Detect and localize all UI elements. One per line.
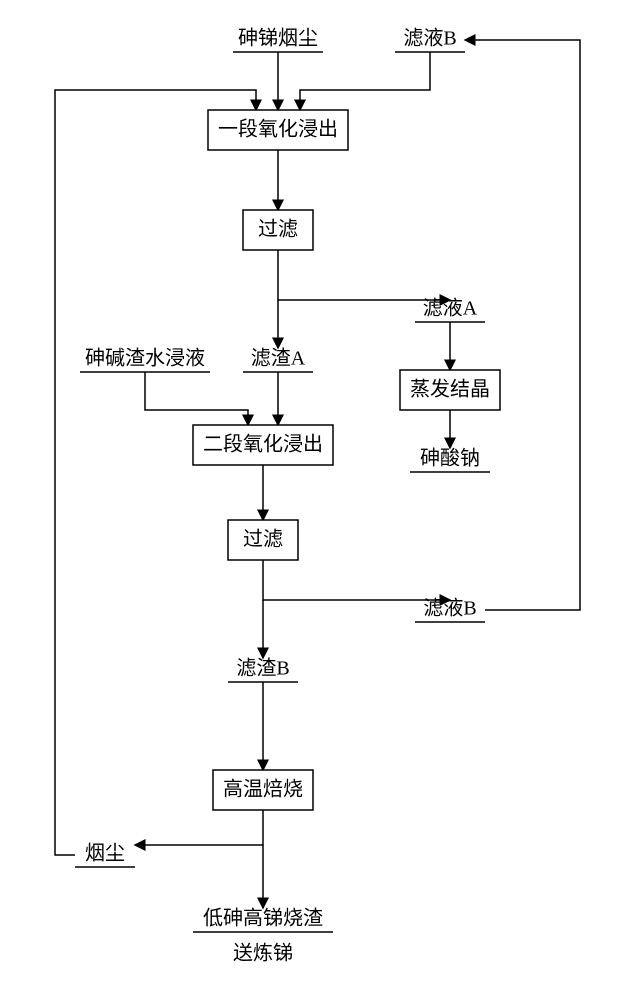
node-step5: 高温焙烧	[213, 770, 313, 810]
svg-text:滤液B: 滤液B	[403, 27, 456, 50]
svg-text:砷锑烟尘: 砷锑烟尘	[238, 27, 318, 50]
flow-arrow	[135, 810, 263, 845]
svg-text:滤渣B: 滤渣B	[236, 657, 289, 680]
node-step2: 过滤	[243, 210, 313, 250]
flow-arrow	[465, 40, 580, 610]
node-input1: 砷锑烟尘	[233, 27, 323, 52]
node-step1: 一段氧化浸出	[208, 110, 348, 150]
flowchart-canvas: 砷锑烟尘滤液B一段氧化浸出过滤滤液A砷碱渣水浸液滤渣A蒸发结晶二段氧化浸出砷酸钠…	[0, 0, 632, 1000]
node-output2: 送炼锑	[233, 942, 293, 965]
node-output1: 低砷高锑烧渣	[193, 907, 333, 932]
svg-text:滤液A: 滤液A	[423, 297, 478, 320]
node-resA: 滤渣A	[243, 347, 313, 372]
svg-text:蒸发结晶: 蒸发结晶	[410, 378, 490, 401]
node-input2: 滤液B	[395, 27, 465, 52]
flow-arrow	[300, 52, 430, 110]
svg-text:烟尘: 烟尘	[85, 842, 125, 865]
svg-text:过滤: 过滤	[258, 218, 298, 241]
node-evap: 蒸发结晶	[400, 370, 500, 410]
node-step3: 二段氧化浸出	[193, 425, 333, 465]
node-input3: 砷碱渣水浸液	[80, 347, 210, 372]
svg-text:一段氧化浸出: 一段氧化浸出	[218, 118, 338, 141]
node-filtA: 滤液A	[415, 297, 485, 322]
svg-text:高温焙烧: 高温焙烧	[223, 778, 303, 801]
node-step4: 过滤	[228, 520, 298, 560]
flow-arrow	[278, 250, 450, 300]
svg-text:二段氧化浸出: 二段氧化浸出	[203, 433, 323, 456]
svg-text:砷碱渣水浸液: 砷碱渣水浸液	[85, 347, 205, 370]
svg-text:滤液B: 滤液B	[423, 597, 476, 620]
flow-arrow	[145, 372, 248, 425]
svg-text:砷酸钠: 砷酸钠	[420, 447, 480, 470]
svg-text:低砷高锑烧渣: 低砷高锑烧渣	[203, 907, 323, 930]
node-dust: 烟尘	[75, 842, 135, 867]
flow-arrow	[55, 90, 256, 855]
node-naAs: 砷酸钠	[410, 447, 490, 472]
svg-text:送炼锑: 送炼锑	[233, 942, 293, 965]
node-resB: 滤渣B	[228, 657, 298, 682]
flow-arrow	[263, 560, 450, 600]
svg-text:过滤: 过滤	[243, 528, 283, 551]
svg-text:滤渣A: 滤渣A	[251, 347, 306, 370]
node-filtB2: 滤液B	[415, 597, 485, 622]
